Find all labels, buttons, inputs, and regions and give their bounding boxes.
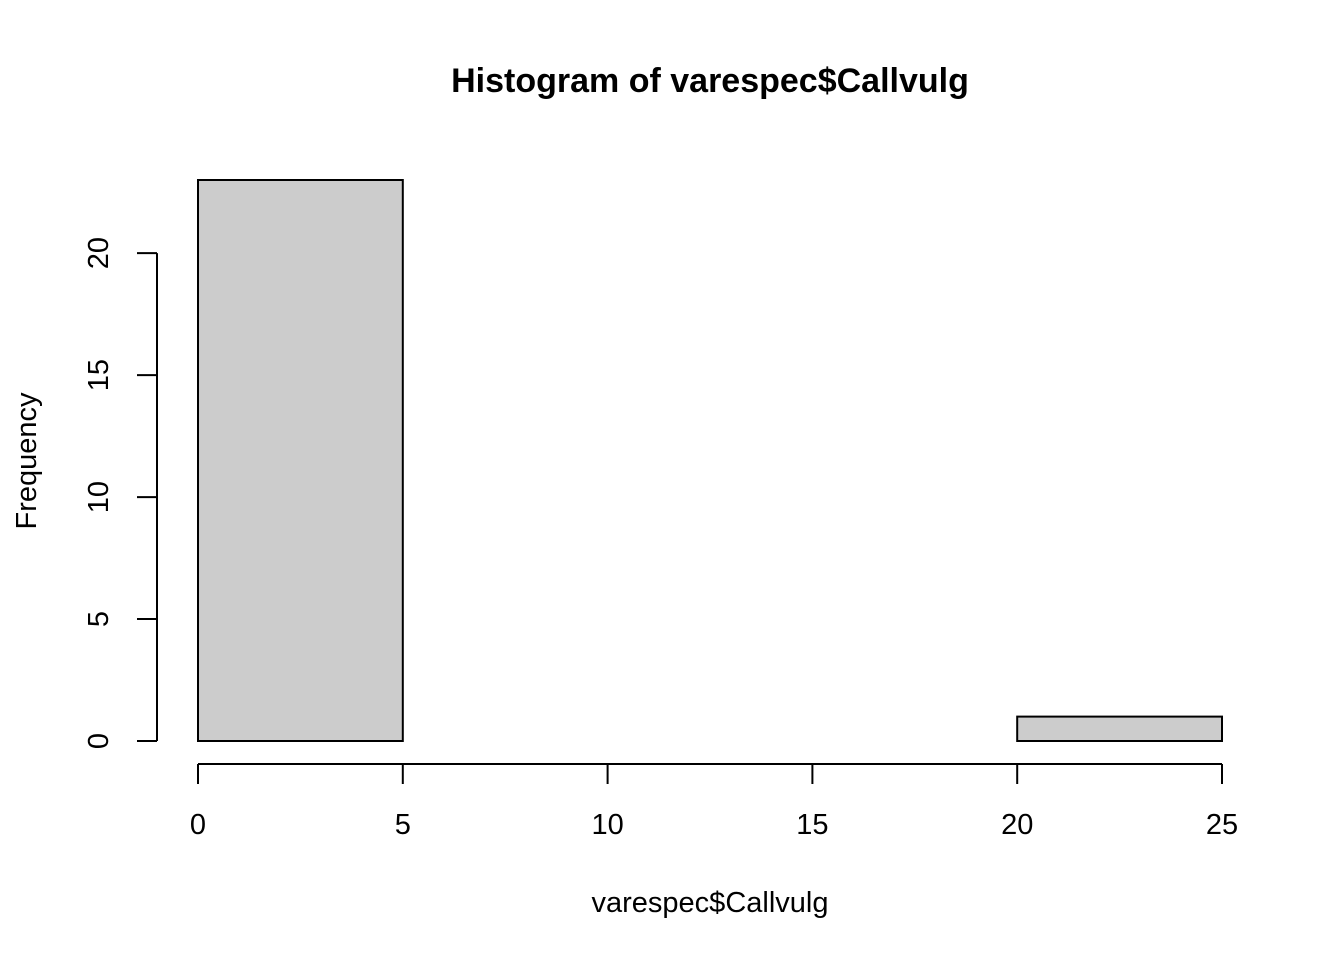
y-axis-label: Frequency xyxy=(11,392,43,530)
x-tick-label: 0 xyxy=(190,809,206,841)
x-tick-label: 20 xyxy=(1001,809,1033,841)
y-tick-label: 10 xyxy=(83,481,115,513)
histogram-bar xyxy=(197,179,404,742)
y-tick-label: 15 xyxy=(83,359,115,391)
y-tick-label: 20 xyxy=(83,237,115,269)
y-tick-label: 5 xyxy=(83,611,115,627)
x-axis-label: varespec$Callvulg xyxy=(592,887,829,919)
y-axis: 0 5 10 15 20 xyxy=(83,237,158,749)
histogram-bar xyxy=(1016,715,1224,743)
x-tick-label: 15 xyxy=(796,809,828,841)
bars-layer xyxy=(197,179,1224,743)
x-tick-label: 25 xyxy=(1206,809,1238,841)
x-axis: 0 5 10 15 20 25 xyxy=(190,763,1238,841)
chart-title: Histogram of varespec$Callvulg xyxy=(451,62,969,100)
y-tick-label: 0 xyxy=(83,733,115,749)
x-tick-label: 5 xyxy=(395,809,411,841)
x-tick-label: 10 xyxy=(591,809,623,841)
